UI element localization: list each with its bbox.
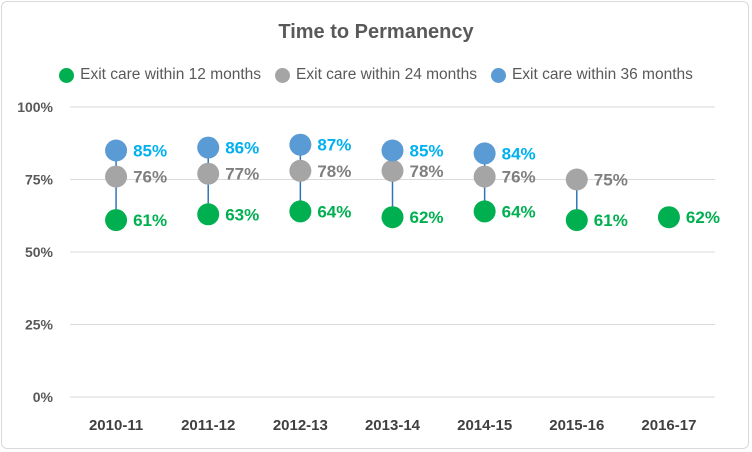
data-point — [381, 159, 404, 182]
legend-item-24-months: Exit care within 24 months — [275, 66, 477, 84]
data-point — [197, 162, 220, 185]
data-point — [289, 133, 312, 156]
legend-item-12-months: Exit care within 12 months — [59, 66, 261, 84]
x-tick-label: 2013-14 — [365, 417, 421, 434]
x-tick-label: 2010-11 — [89, 417, 143, 434]
legend-label-36-months: Exit care within 36 months — [511, 66, 693, 83]
x-tick-label: 2012-13 — [273, 417, 328, 434]
data-label: 87% — [317, 136, 351, 155]
data-label: 64% — [317, 202, 351, 221]
data-label: 76% — [133, 168, 167, 187]
y-tick-label: 100% — [17, 99, 53, 115]
data-point — [381, 139, 404, 162]
chart-title: Time to Permanency — [278, 21, 474, 43]
data-point — [105, 139, 128, 162]
data-label: 61% — [594, 211, 628, 230]
legend-label-12-months: Exit care within 12 months — [80, 66, 262, 83]
data-point — [197, 136, 220, 159]
x-tick-label: 2016-17 — [641, 417, 696, 434]
data-label: 86% — [225, 139, 259, 158]
data-label: 62% — [410, 208, 444, 227]
legend-marker-24-months — [275, 67, 291, 83]
legend-marker-36-months — [490, 67, 506, 83]
data-label: 85% — [133, 142, 167, 161]
y-tick-label: 25% — [25, 317, 54, 333]
x-tick-label: 2014-15 — [457, 417, 512, 434]
data-label: 84% — [502, 144, 536, 163]
data-label: 78% — [410, 162, 444, 181]
legend-item-36-months: Exit care within 36 months — [490, 66, 693, 84]
x-tick-label: 2011-12 — [181, 417, 235, 434]
data-point — [105, 209, 128, 232]
legend-label-24-months: Exit care within 24 months — [296, 66, 477, 83]
data-label: 63% — [225, 205, 259, 224]
legend-marker-12-months — [59, 67, 75, 83]
data-point — [289, 159, 312, 182]
data-point — [565, 168, 588, 191]
y-tick-label: 0% — [33, 389, 54, 405]
data-label: 61% — [133, 211, 167, 230]
data-point — [565, 209, 588, 232]
data-point — [473, 200, 496, 223]
y-tick-label: 75% — [25, 172, 54, 188]
data-point — [473, 165, 496, 188]
data-point — [657, 206, 680, 229]
y-tick-label: 50% — [25, 244, 54, 260]
data-point — [473, 142, 496, 165]
data-label: 62% — [686, 208, 720, 227]
legend: Exit care within 12 months Exit care wit… — [0, 66, 752, 84]
data-label: 64% — [502, 202, 536, 221]
data-label: 75% — [594, 171, 628, 190]
x-tick-label: 2015-16 — [549, 417, 604, 434]
data-label: 78% — [317, 162, 351, 181]
data-label: 76% — [502, 168, 536, 187]
data-label: 85% — [410, 142, 444, 161]
data-point — [381, 206, 404, 229]
data-point — [197, 203, 220, 226]
data-point — [105, 165, 128, 188]
data-point — [289, 200, 312, 223]
data-label: 77% — [225, 165, 259, 184]
